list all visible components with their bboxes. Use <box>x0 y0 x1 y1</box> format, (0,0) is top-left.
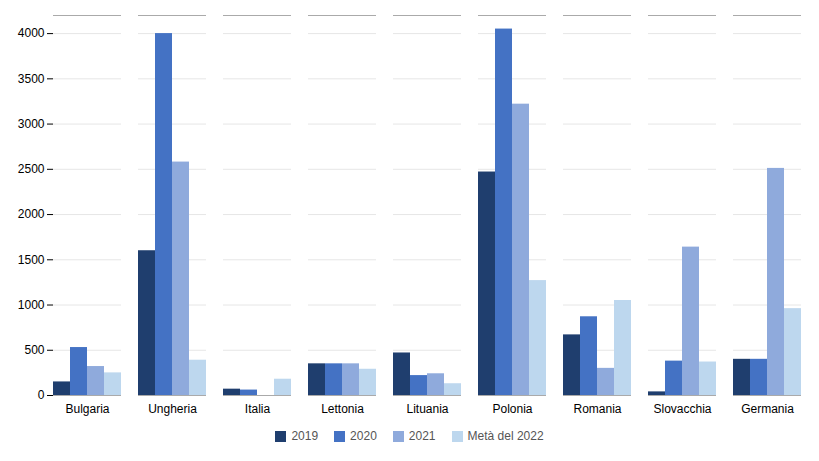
svg-text:3000: 3000 <box>18 117 45 131</box>
svg-text:0: 0 <box>38 388 45 402</box>
svg-text:Romania: Romania <box>573 402 621 416</box>
svg-text:2000: 2000 <box>18 207 45 221</box>
svg-text:Slovacchia: Slovacchia <box>653 402 711 416</box>
svg-text:Ungheria: Ungheria <box>148 402 197 416</box>
html-text:2021: 2021 <box>408 429 436 443</box>
svg-text:Bulgaria: Bulgaria <box>65 402 109 416</box>
svg-text:1000: 1000 <box>18 298 45 312</box>
html-text:Metà del 2022: Metà del 2022 <box>467 429 544 443</box>
svg-text:500: 500 <box>24 343 44 357</box>
svg-text:Polonia: Polonia <box>492 402 532 416</box>
svg-text:1500: 1500 <box>18 253 45 267</box>
html-text:2019: 2019 <box>291 429 319 443</box>
svg-text:Lettonia: Lettonia <box>321 402 364 416</box>
svg-text:3500: 3500 <box>18 72 45 86</box>
html-text:2020: 2020 <box>350 429 377 443</box>
svg-text:Germania: Germania <box>741 402 794 416</box>
svg-text:4000: 4000 <box>18 26 45 40</box>
svg-text:2500: 2500 <box>18 162 45 176</box>
svg-text:Italia: Italia <box>245 402 271 416</box>
svg-text:Lituania: Lituania <box>406 402 448 416</box>
